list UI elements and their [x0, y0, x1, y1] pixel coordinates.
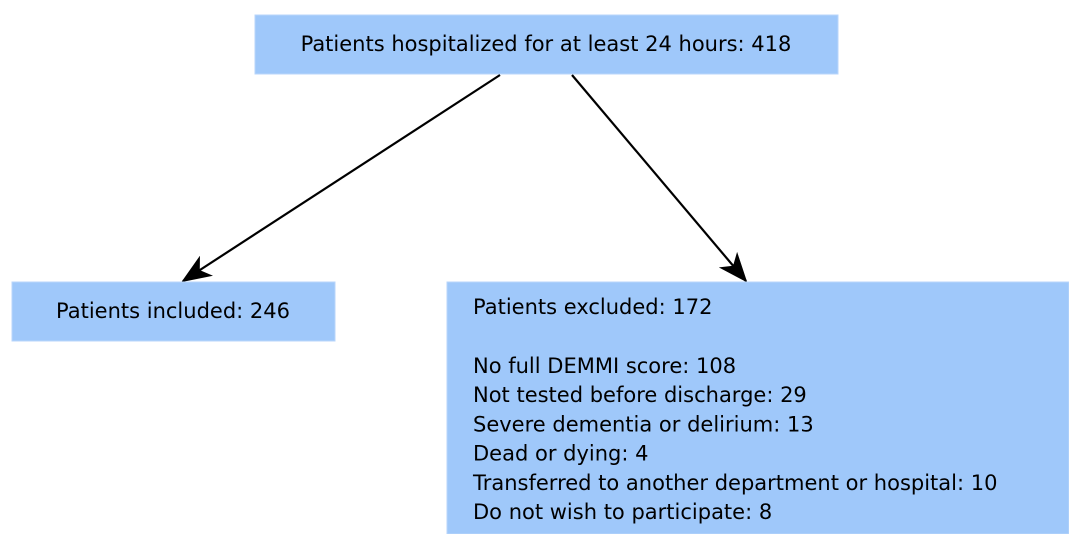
excluded-box [446, 281, 1069, 534]
excluded-reason: Not tested before discharge: 29 [473, 383, 807, 407]
excluded-reason: No full DEMMI score: 108 [473, 354, 736, 378]
included-label: Patients included: 246 [56, 299, 290, 323]
excluded-reason: Dead or dying: 4 [473, 442, 648, 466]
excluded-label: Patients excluded: 172 [473, 295, 712, 319]
top-box [254, 14, 839, 75]
arrow-right [571, 74, 748, 283]
excluded-reason: Do not wish to participate: 8 [473, 500, 772, 524]
arrow-left [181, 74, 501, 283]
excluded-reasons: No full DEMMI score: 108 Not tested befor… [472, 354, 997, 524]
excluded-reason: Transferred to another department or hos… [472, 471, 997, 495]
top-label: Patients hospitalized for at least 24 ho… [301, 32, 792, 56]
excluded-reason: Severe dementia or delirium: 13 [473, 412, 814, 436]
included-box [11, 281, 336, 342]
